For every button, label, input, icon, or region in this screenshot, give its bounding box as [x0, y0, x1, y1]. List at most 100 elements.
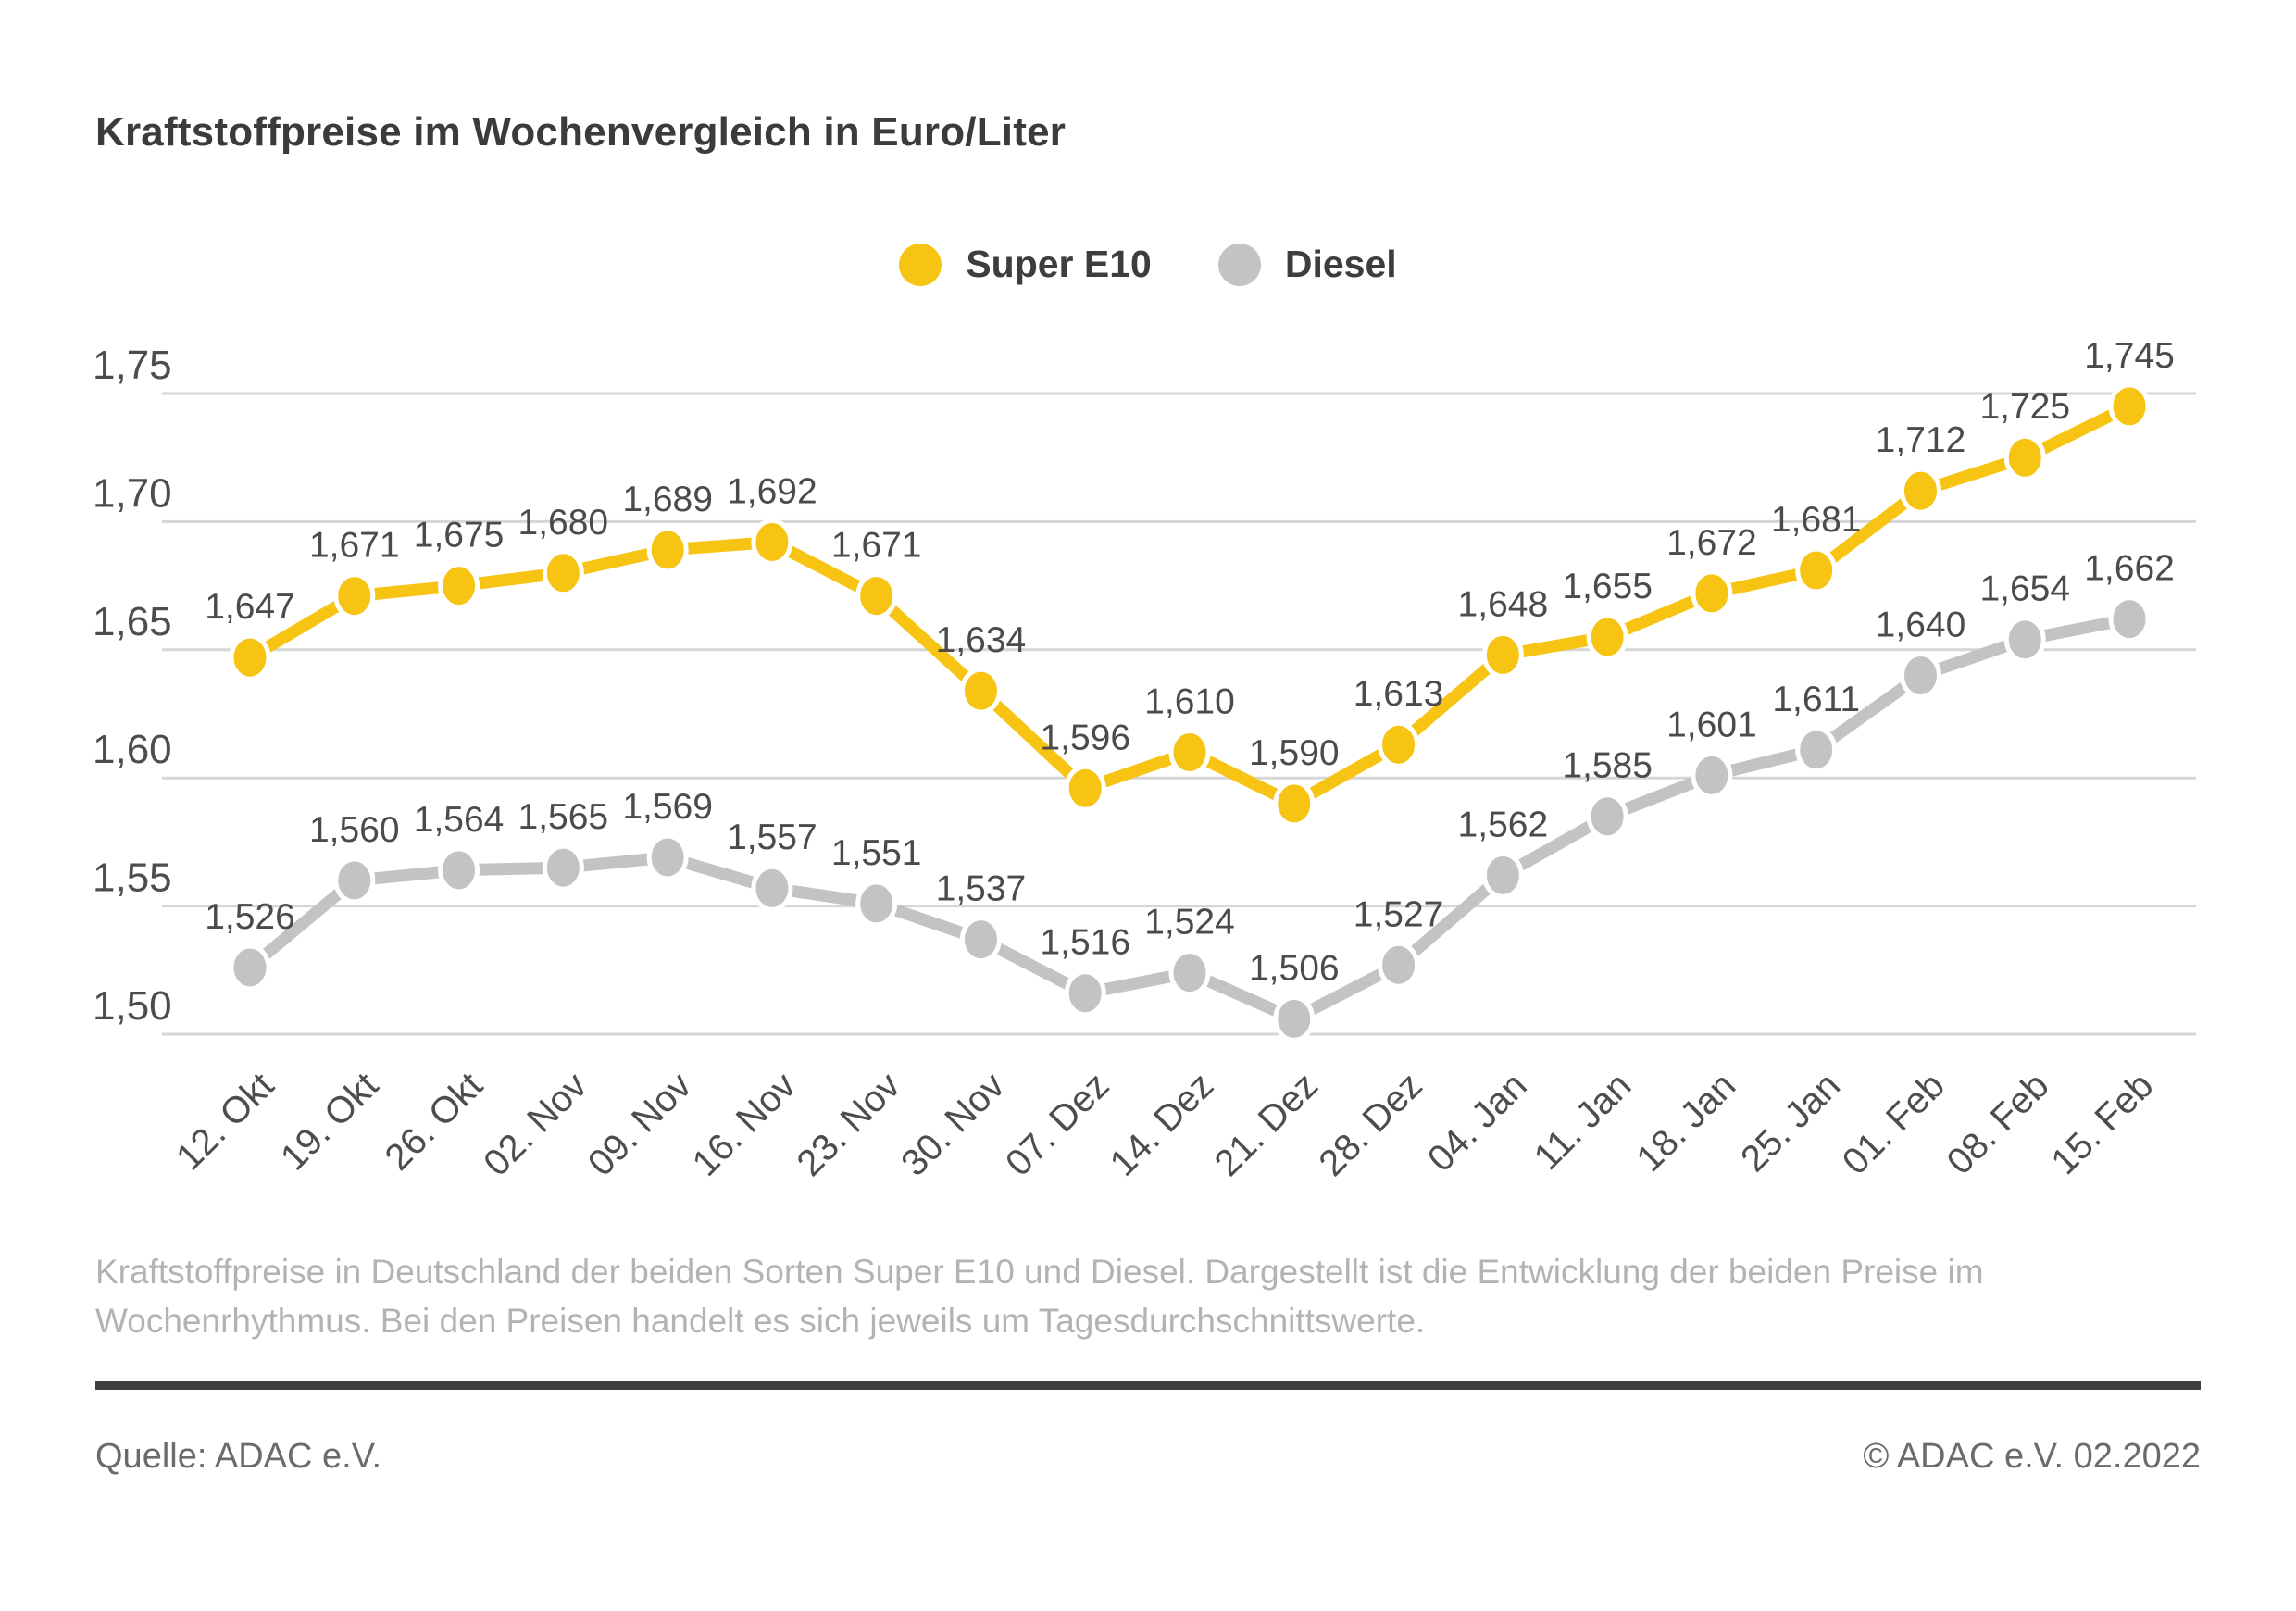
x-tick-label: 30. Nov [893, 1065, 1013, 1184]
data-point-marker [1481, 631, 1524, 679]
data-point-label: 1,745 [2084, 336, 2175, 376]
footer: Quelle: ADAC e.V. © ADAC e.V. 02.2022 [95, 1437, 2201, 1477]
data-point-marker [646, 526, 689, 574]
data-point-label: 1,585 [1562, 746, 1653, 786]
data-point-label: 1,562 [1458, 805, 1549, 844]
x-tick-label: 11. Jan [1527, 1065, 1640, 1178]
data-point-label: 1,671 [831, 526, 922, 566]
data-point-marker [1064, 969, 1106, 1018]
x-tick-label: 25. Jan [1733, 1065, 1848, 1180]
x-tick-label: 16. Nov [685, 1065, 805, 1184]
data-point-label: 1,648 [1458, 584, 1549, 624]
data-point-marker [542, 549, 584, 597]
chart-description-line2: Wochenrhythmus. Bei den Preisen handelt … [95, 1301, 1426, 1340]
data-point-label: 1,526 [205, 897, 295, 937]
data-point-label: 1,681 [1771, 500, 1862, 540]
chart-description: Kraftstoffpreise in Deutschland der beid… [95, 1248, 2206, 1345]
x-tick-label: 15. Feb [2043, 1065, 2161, 1182]
x-tick-label: 19. Okt [273, 1065, 386, 1178]
data-point-label: 1,613 [1354, 674, 1444, 714]
legend-marker-super-e10-icon [899, 243, 942, 286]
data-point-marker [751, 864, 793, 912]
data-point-label: 1,647 [205, 587, 295, 627]
y-tick-label: 1,75 [93, 343, 172, 388]
data-point-marker [542, 843, 584, 892]
data-point-label: 1,557 [727, 818, 817, 857]
data-point-marker [2108, 382, 2151, 431]
data-point-marker [333, 572, 376, 620]
x-tick-label: 23. Nov [789, 1065, 908, 1184]
data-point-label: 1,506 [1249, 948, 1340, 988]
data-point-marker [229, 943, 271, 992]
x-tick-label: 07. Dez [998, 1065, 1117, 1184]
data-point-label: 1,640 [1876, 605, 1966, 644]
data-point-label: 1,516 [1040, 923, 1130, 963]
data-point-label: 1,610 [1144, 682, 1235, 722]
data-point-marker [1795, 726, 1838, 774]
gridlines [162, 392, 2196, 1036]
data-point-marker [1378, 720, 1420, 768]
data-point-marker [1691, 751, 1733, 799]
x-tick-label: 02. Nov [476, 1065, 595, 1184]
y-tick-label: 1,70 [93, 470, 172, 516]
data-point-marker [1899, 651, 1941, 699]
x-tick-label: 21. Dez [1207, 1065, 1327, 1184]
data-point-marker [1586, 793, 1628, 841]
footer-source: Quelle: ADAC e.V. [95, 1437, 382, 1476]
data-point-marker [959, 667, 1002, 715]
x-tick-label: 12. Okt [168, 1065, 281, 1178]
x-tick-label: 09. Nov [580, 1065, 700, 1184]
data-point-label: 1,672 [1666, 523, 1757, 563]
data-point-marker [1586, 613, 1628, 661]
data-point-label: 1,560 [309, 810, 400, 850]
data-point-label: 1,527 [1354, 894, 1444, 934]
y-tick-label: 1,55 [93, 855, 172, 901]
data-point-marker [2108, 595, 2151, 643]
data-point-marker [1795, 546, 1838, 594]
data-point-marker [1378, 941, 1420, 989]
data-point-label: 1,537 [936, 869, 1027, 909]
x-tick-label: 04. Jan [1420, 1065, 1535, 1180]
chart-title: Kraftstoffpreise im Wochenvergleich in E… [95, 109, 1067, 155]
footer-copyright: © ADAC e.V. 02.2022 [1863, 1437, 2201, 1476]
data-point-marker [646, 833, 689, 881]
data-point-marker [1481, 851, 1524, 899]
data-point-marker [229, 633, 271, 681]
data-point-label: 1,634 [936, 620, 1027, 660]
legend-item-diesel: Diesel [1217, 243, 1397, 286]
series-data-labels-super-e10: 1,647 1,671 1,675 1,680 1,689 1,692 1,671 1,634… [205, 336, 2175, 773]
legend-label-super-e10: Super E10 [966, 243, 1152, 285]
x-tick-label: 18. Jan [1628, 1065, 1743, 1180]
x-tick-label: 01. Feb [1835, 1065, 1953, 1182]
data-point-marker [1273, 780, 1316, 828]
data-point-label: 1,551 [831, 833, 922, 873]
data-point-marker [1899, 467, 1941, 515]
series-data-labels-diesel: 1,526 1,560 1,564 1,565 1,569 1,557 1,551 1,537… [205, 549, 2175, 989]
y-tick-label: 1,60 [93, 727, 172, 772]
data-point-label: 1,564 [414, 800, 505, 840]
x-tick-label: 14. Dez [1103, 1065, 1222, 1184]
data-point-label: 1,689 [622, 480, 713, 519]
data-point-label: 1,675 [414, 516, 505, 556]
chart-description-line1: Kraftstoffpreise in Deutschland der beid… [95, 1253, 1984, 1291]
data-point-marker [1168, 729, 1211, 777]
series-markers-diesel [229, 595, 2151, 1043]
data-point-label: 1,524 [1144, 903, 1235, 943]
data-point-marker [751, 518, 793, 567]
data-point-label: 1,680 [518, 503, 609, 543]
data-point-marker [438, 846, 480, 894]
series-markers-super-e10 [229, 382, 2151, 828]
divider [95, 1381, 2201, 1390]
y-tick-label: 1,50 [93, 983, 172, 1029]
data-point-label: 1,655 [1562, 567, 1653, 606]
chart-legend: Super E10 Diesel [0, 243, 2296, 286]
data-point-marker [333, 856, 376, 905]
data-point-marker [855, 572, 898, 620]
data-point-label: 1,662 [2084, 549, 2175, 589]
legend-marker-diesel-icon [1217, 243, 1261, 286]
data-point-marker [855, 880, 898, 928]
data-point-label: 1,569 [622, 787, 713, 827]
data-point-label: 1,654 [1979, 569, 2070, 609]
